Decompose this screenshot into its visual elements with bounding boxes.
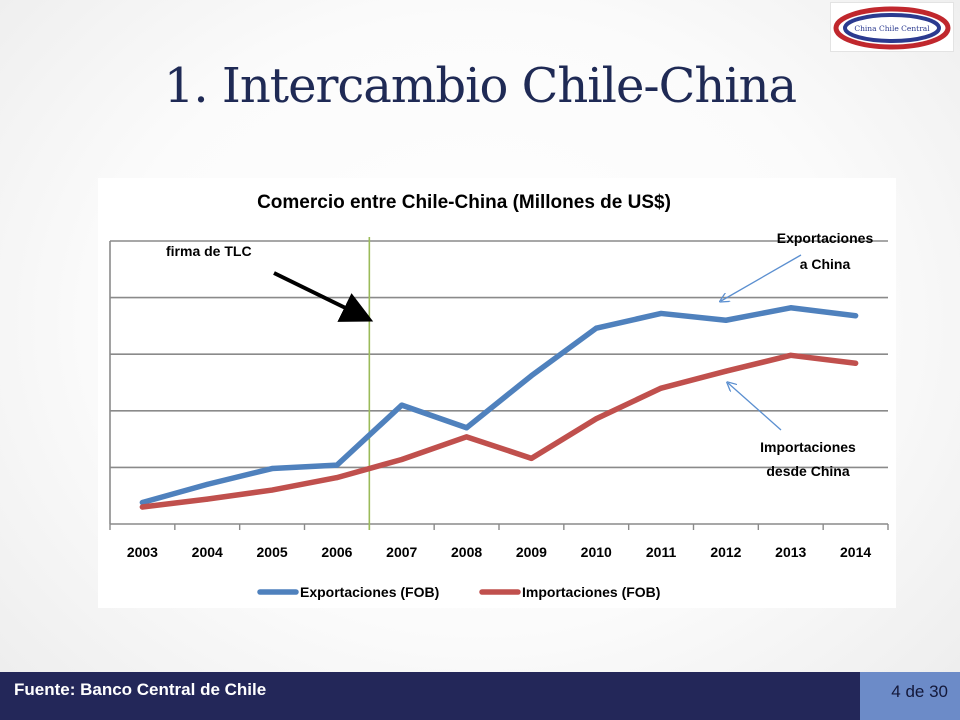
- imports-data-point: [852, 360, 859, 366]
- slide-title: 1. Intercambio Chile-China: [163, 58, 797, 114]
- tlc-annotation-label: firma de TLC: [166, 243, 252, 259]
- exports-annotation-line1: Exportaciones: [777, 230, 874, 246]
- exports-data-point: [204, 481, 210, 487]
- imports-annotation-line1: Importaciones: [760, 439, 856, 455]
- x-tick-label: 2008: [451, 544, 482, 560]
- imports-data-point: [204, 496, 210, 502]
- exports-annotation-line2: a China: [800, 256, 851, 272]
- imports-data-point: [528, 455, 535, 461]
- imports-annotation-line2: desde China: [766, 463, 849, 479]
- exports-data-point: [139, 499, 146, 506]
- legend-exports-label: Exportaciones (FOB): [300, 584, 439, 600]
- page-number: 4 de 30: [891, 682, 948, 701]
- x-tick-label: 2014: [840, 544, 871, 560]
- source-note: Fuente: Banco Central de Chile: [14, 680, 267, 699]
- exports-data-point: [788, 305, 794, 311]
- exports-data-point: [658, 310, 664, 317]
- x-tick-label: 2005: [257, 544, 288, 560]
- page-number-box: 4 de 30: [860, 672, 960, 720]
- imports-data-point: [723, 368, 729, 374]
- china-chile-central-logo: China Chile Central: [830, 2, 954, 52]
- legend-imports-label: Importaciones (FOB): [522, 584, 660, 600]
- exports-data-point: [399, 402, 405, 408]
- exports-data-point: [269, 465, 275, 472]
- imports-data-point: [269, 487, 275, 493]
- imports-series-line: [139, 352, 859, 510]
- x-tick-label: 2004: [192, 544, 223, 560]
- x-tick-label: 2003: [127, 544, 158, 560]
- imports-data-point: [334, 474, 340, 481]
- exports-data-point: [334, 462, 340, 468]
- trade-line-chart: Comercio entre Chile-China (Millones de …: [109, 192, 889, 600]
- imports-data-point: [658, 385, 664, 391]
- imports-data-point: [139, 504, 146, 510]
- exports-data-point: [593, 325, 599, 331]
- imports-data-point: [463, 434, 470, 440]
- x-tick-label: 2011: [646, 544, 677, 560]
- chart-panel: Comercio entre Chile-China (Millones de …: [98, 178, 896, 608]
- x-tick-label: 2007: [386, 544, 417, 560]
- chart-title: Comercio entre Chile-China (Millones de …: [257, 192, 671, 213]
- x-tick-label: 2010: [581, 544, 612, 560]
- imports-data-point: [593, 416, 599, 422]
- exports-data-point: [723, 317, 729, 323]
- exports-data-point: [528, 373, 535, 379]
- x-tick-label: 2009: [516, 544, 547, 560]
- exports-series-line: [139, 305, 859, 506]
- exports-data-point: [463, 425, 470, 431]
- x-tick-label: 2012: [710, 544, 741, 560]
- x-tick-label: 2006: [321, 544, 352, 560]
- exports-data-point: [852, 313, 859, 319]
- imports-data-point: [399, 456, 405, 463]
- footer-bar: Fuente: Banco Central de Chile 4 de 30: [0, 672, 960, 720]
- svg-text:China Chile Central: China Chile Central: [854, 24, 930, 33]
- tlc-arrow: [273, 271, 374, 322]
- exports-arrow: [721, 254, 802, 301]
- x-tick-label: 2013: [775, 544, 806, 560]
- imports-arrow: [728, 383, 782, 431]
- imports-data-point: [788, 352, 794, 358]
